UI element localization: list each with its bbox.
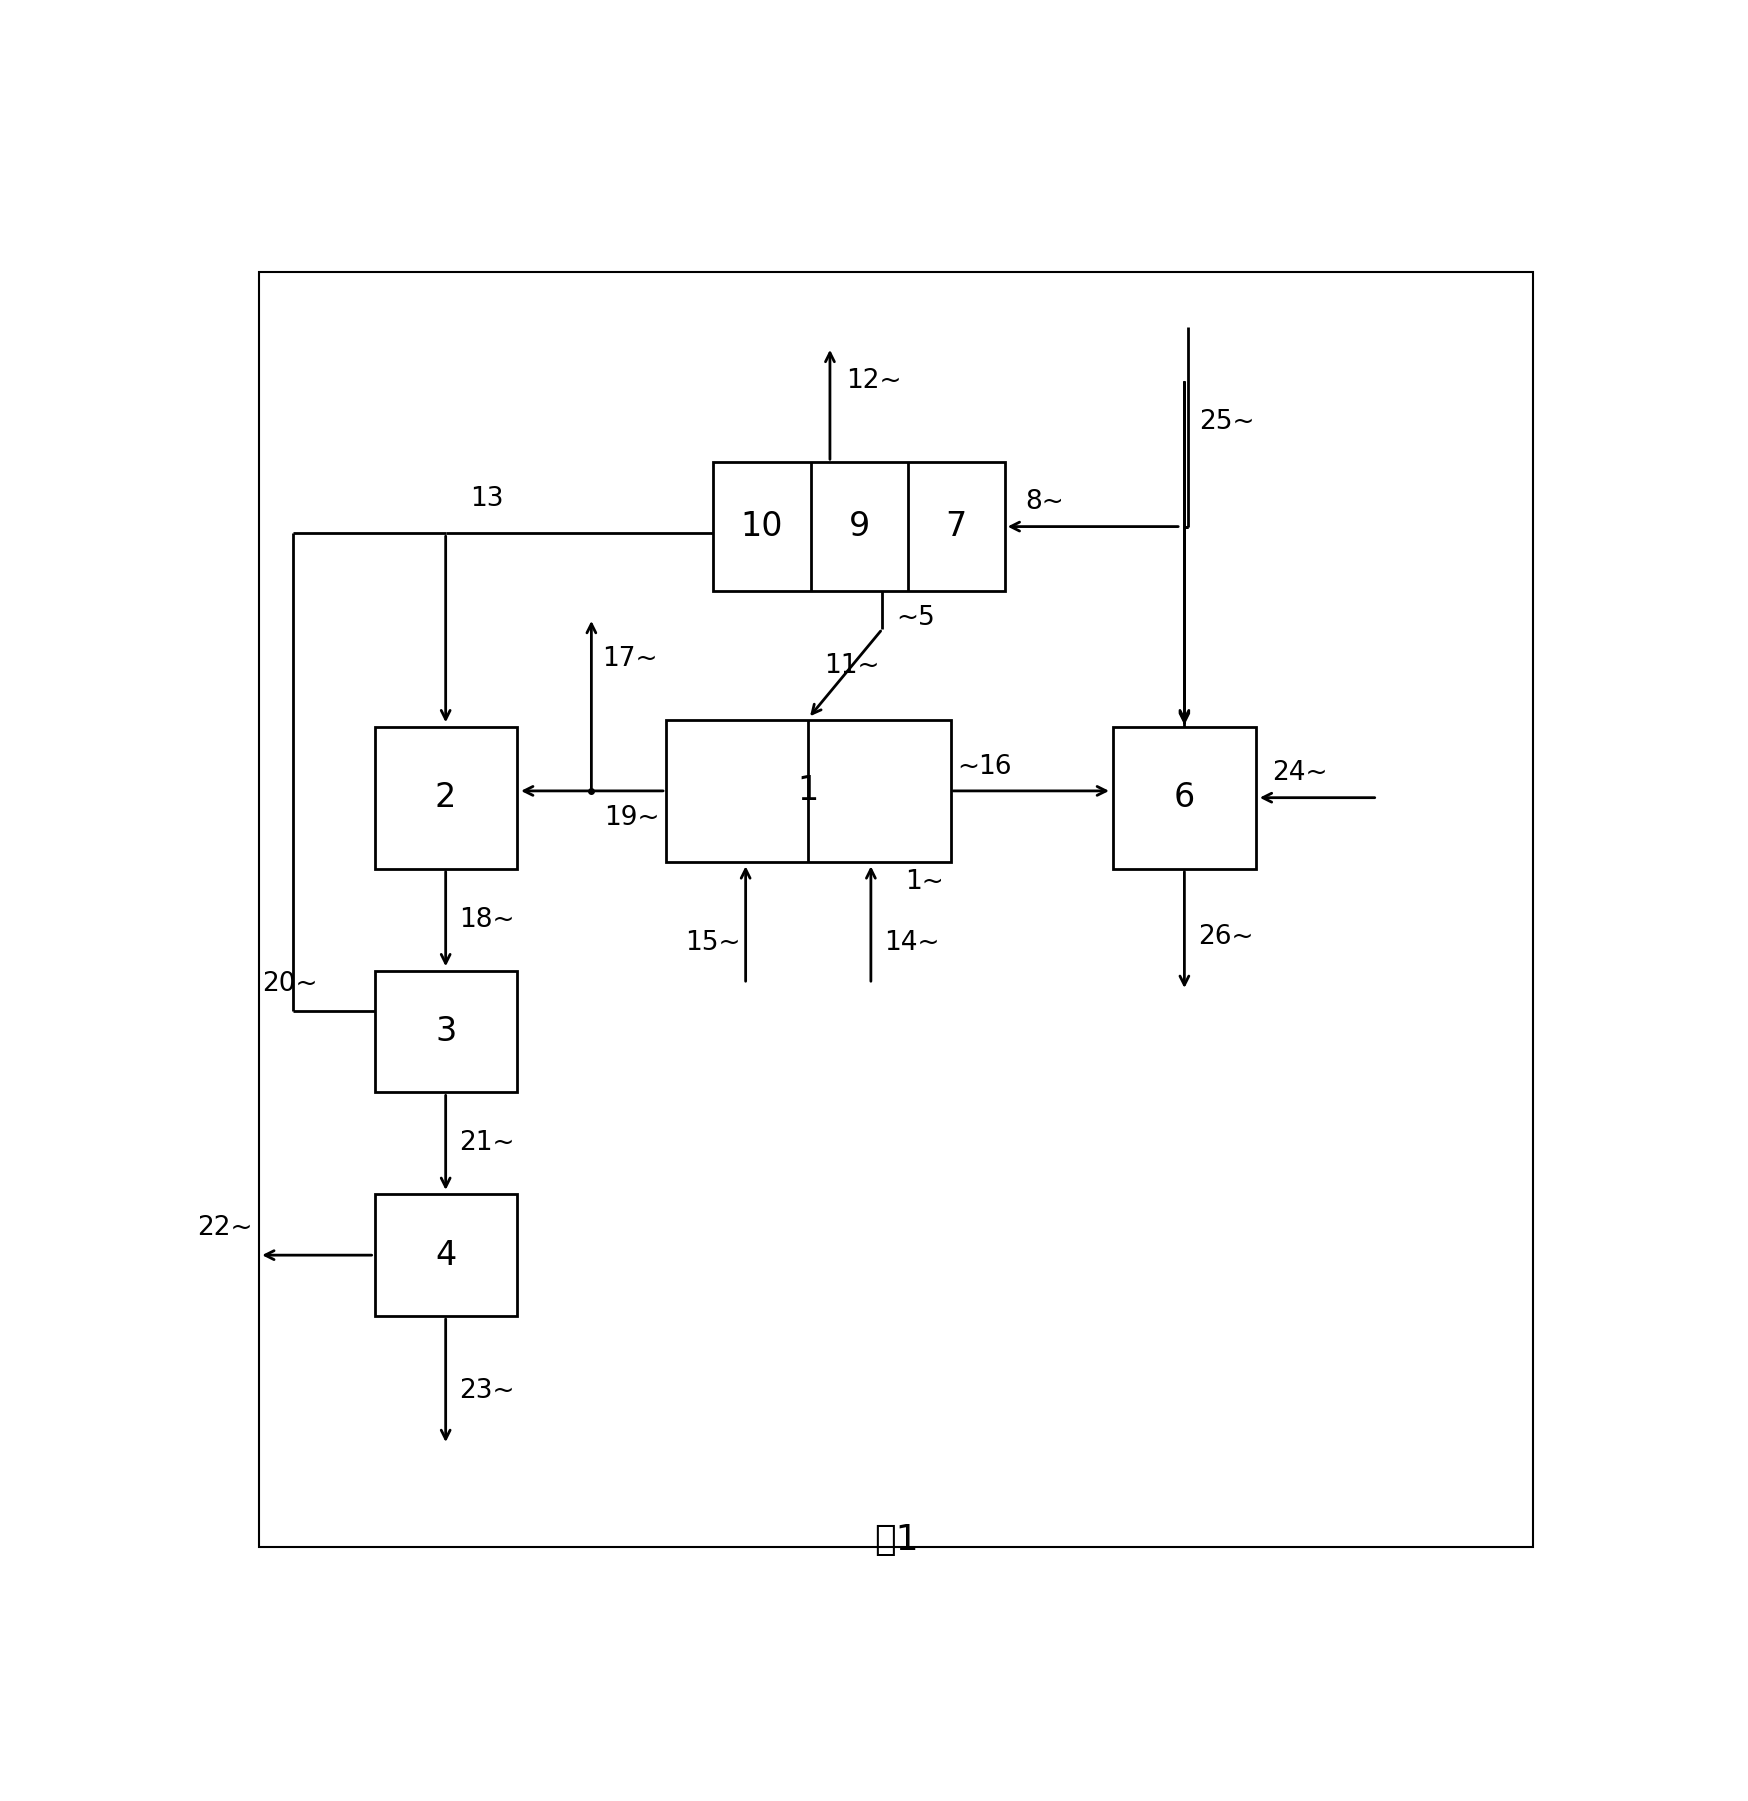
Text: 9: 9 <box>848 510 869 544</box>
Text: 6: 6 <box>1173 782 1194 814</box>
Text: 25~: 25~ <box>1197 409 1253 434</box>
Text: 11~: 11~ <box>823 652 879 679</box>
Text: 1: 1 <box>797 774 818 807</box>
Bar <box>374 1194 517 1317</box>
Text: 18~: 18~ <box>460 906 514 933</box>
Text: 23~: 23~ <box>460 1378 514 1403</box>
Text: 3: 3 <box>435 1016 456 1048</box>
Bar <box>374 971 517 1093</box>
Text: 24~: 24~ <box>1271 760 1327 787</box>
Text: 1~: 1~ <box>904 870 944 895</box>
Text: ~: ~ <box>956 753 979 780</box>
Text: 8~: 8~ <box>1024 490 1063 515</box>
Text: 图1: 图1 <box>874 1524 918 1556</box>
Text: 19~: 19~ <box>603 805 659 830</box>
Bar <box>1113 726 1255 868</box>
Text: ~5: ~5 <box>895 605 933 630</box>
Text: 21~: 21~ <box>460 1131 514 1156</box>
Text: 4: 4 <box>435 1239 456 1272</box>
Text: 22~: 22~ <box>198 1216 252 1241</box>
Text: 12~: 12~ <box>846 367 902 394</box>
Text: 20~: 20~ <box>262 971 318 998</box>
Text: 10: 10 <box>739 510 783 544</box>
Text: 7: 7 <box>946 510 967 544</box>
Text: 15~: 15~ <box>683 931 739 956</box>
Bar <box>713 463 1003 591</box>
Text: 17~: 17~ <box>601 647 657 672</box>
Text: 2: 2 <box>435 782 456 814</box>
Text: 13: 13 <box>470 486 503 513</box>
Text: 14~: 14~ <box>884 931 939 956</box>
Bar <box>374 726 517 868</box>
Bar <box>666 720 951 863</box>
Text: 26~: 26~ <box>1197 924 1253 949</box>
Text: 16: 16 <box>977 753 1010 780</box>
